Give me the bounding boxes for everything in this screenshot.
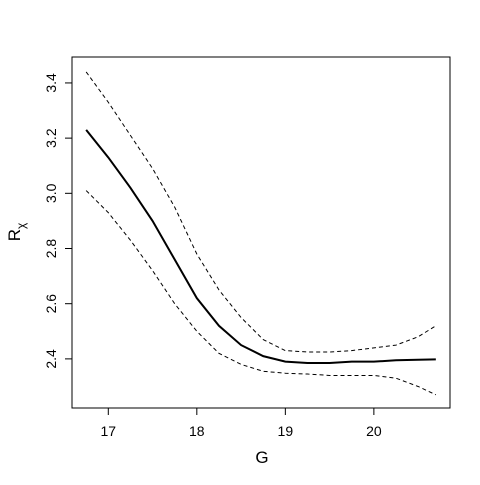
x-tick-label: 17	[101, 423, 117, 439]
y-tick-label: 2.8	[43, 239, 59, 259]
x-tick-label: 19	[278, 423, 294, 439]
x-tick-label: 20	[366, 423, 382, 439]
y-tick-label: 3.4	[43, 73, 59, 93]
y-tick-label: 3.2	[43, 128, 59, 148]
series-line	[85, 129, 436, 365]
y-tick-label: 2.6	[43, 294, 59, 314]
y-tick-label: 2.4	[43, 349, 59, 369]
plot-frame	[71, 56, 451, 409]
x-tick-label: 18	[189, 423, 205, 439]
series-line	[85, 190, 437, 396]
y-axis-label-subscript: χ	[14, 222, 28, 229]
x-axis-label: G	[255, 448, 268, 467]
y-axis-label: Rχ	[5, 222, 28, 241]
y-tick-label: 3.0	[43, 183, 59, 203]
series-line	[85, 71, 437, 353]
y-axis-label-main: R	[5, 229, 24, 241]
